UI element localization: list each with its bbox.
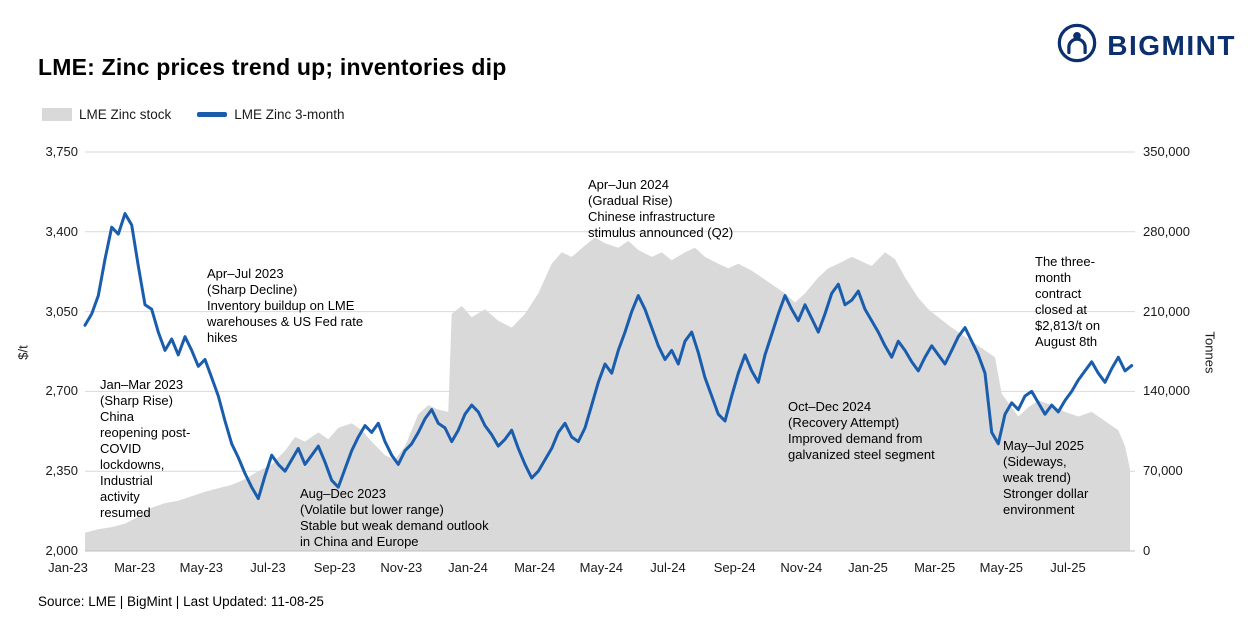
source-note: Source: LME | BigMint | Last Updated: 11… xyxy=(38,594,324,609)
y-right-tick-label: 0 xyxy=(1143,543,1151,558)
x-tick-label: May-24 xyxy=(579,560,624,575)
left-axis-title: $/t xyxy=(15,345,31,360)
chart-legend: LME Zinc stock LME Zinc 3-month xyxy=(42,107,345,122)
y-left-tick-label: 2,700 xyxy=(45,383,78,399)
page-title: LME: Zinc prices trend up; inventories d… xyxy=(38,54,507,80)
x-tick-label: Mar-25 xyxy=(914,560,956,575)
x-tick-label: Nov-24 xyxy=(780,560,823,575)
y-right-tick-label: 350,000 xyxy=(1143,144,1190,159)
y-right-tick-label: 210,000 xyxy=(1143,303,1190,319)
legend-label-stock: LME Zinc stock xyxy=(79,107,172,122)
brand-name: BIGMINT xyxy=(1107,29,1236,61)
annotation-jan-mar-2023: Jan–Mar 2023 (Sharp Rise) China reopenin… xyxy=(100,377,191,520)
bigmint-logo-icon xyxy=(1056,22,1098,69)
annotation-apr-jun-2024: Apr–Jun 2024 (Gradual Rise) Chinese infr… xyxy=(588,177,734,240)
x-tick-label: Jul-24 xyxy=(650,560,686,575)
x-tick-label: May-25 xyxy=(979,560,1024,575)
annotation-aug-dec-2023: Aug–Dec 2023 (Volatile but lower range) … xyxy=(300,486,489,549)
x-tick-label: Sep-23 xyxy=(313,560,356,575)
x-tick-label: Jul-23 xyxy=(250,560,286,575)
x-tick-label: Jul-25 xyxy=(1050,560,1086,575)
x-tick-label: Jan-24 xyxy=(448,560,488,575)
x-tick-label: Mar-24 xyxy=(514,560,556,575)
legend-item-stock: LME Zinc stock xyxy=(42,107,171,122)
annotation-may-jul-2025: May–Jul 2025 (Sideways, weak trend) Stro… xyxy=(1003,438,1089,517)
legend-label-price: LME Zinc 3-month xyxy=(234,107,345,122)
right-axis-title: Tonnes xyxy=(1202,331,1218,374)
brand-logo: BIGMINT xyxy=(1056,22,1236,69)
annotation-apr-jul-2023: Apr–Jul 2023 (Sharp Decline) Inventory b… xyxy=(207,266,364,345)
x-tick-label: Mar-23 xyxy=(114,560,156,575)
x-tick-label: Sep-24 xyxy=(713,560,756,575)
y-left-tick-label: 2,350 xyxy=(45,463,78,479)
legend-item-price: LME Zinc 3-month xyxy=(197,107,345,122)
annotation-aug-2025-close: The three- month contract closed at $2,8… xyxy=(1035,254,1101,349)
x-tick-label: Jan-25 xyxy=(848,560,888,575)
y-right-tick-label: 70,000 xyxy=(1143,463,1183,479)
x-tick-label: May-23 xyxy=(179,560,224,575)
y-left-tick-label: 3,400 xyxy=(45,223,78,239)
x-tick-label: Jan-23 xyxy=(48,560,88,575)
y-right-tick-label: 280,000 xyxy=(1143,223,1190,239)
y-right-tick-label: 140,000 xyxy=(1143,383,1190,399)
y-left-tick-label: 3,050 xyxy=(45,303,78,319)
area-swatch xyxy=(42,108,72,121)
annotation-oct-dec-2024: Oct–Dec 2024 (Recovery Attempt) Improved… xyxy=(788,399,935,462)
x-tick-label: Nov-23 xyxy=(380,560,423,575)
y-left-tick-label: 2,000 xyxy=(45,543,78,558)
y-left-tick-label: 3,750 xyxy=(45,144,78,159)
line-swatch xyxy=(197,112,228,117)
